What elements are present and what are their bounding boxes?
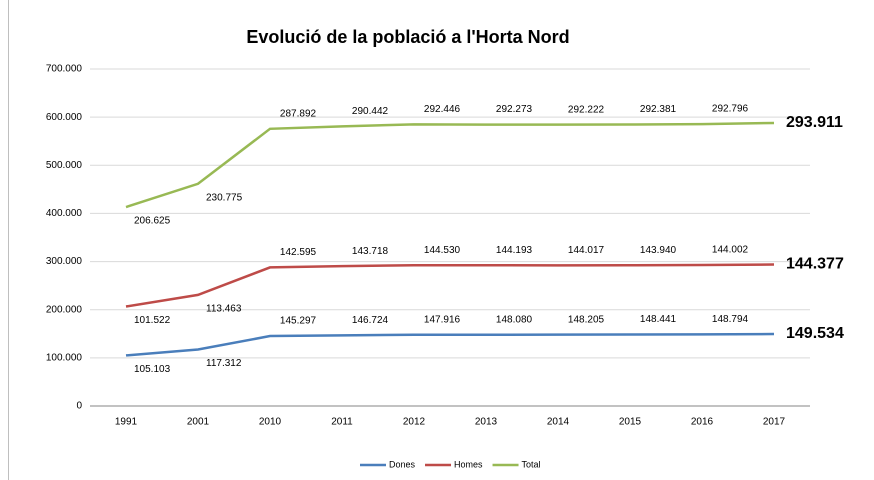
data-label: 144.002: [712, 245, 749, 256]
data-label: 113.463: [206, 304, 242, 315]
x-tick-label: 2001: [187, 417, 210, 428]
data-label-emphasis: 293.911: [786, 114, 843, 131]
data-label: 292.796: [712, 104, 749, 115]
data-label: 145.297: [280, 316, 317, 327]
data-label: 206.625: [134, 216, 171, 227]
y-tick-label: 100.000: [46, 352, 83, 363]
legend-label: Total: [522, 459, 541, 469]
x-tick-label: 2014: [547, 417, 570, 428]
y-tick-label: 200.000: [46, 304, 83, 315]
data-label: 105.103: [134, 364, 171, 375]
x-tick-label: 2010: [259, 417, 282, 428]
chart-title: Evolució de la població a l'Horta Nord: [246, 27, 569, 47]
x-tick-label: 2016: [691, 417, 714, 428]
data-label: 292.222: [568, 104, 605, 115]
line-series: [125, 121, 775, 209]
data-label: 287.892: [280, 108, 317, 119]
y-tick-label: 300.000: [46, 256, 83, 267]
line-series: [125, 263, 775, 308]
x-tick-label: 2011: [331, 417, 353, 428]
x-tick-label: 1991: [115, 417, 138, 428]
data-label: 292.381: [640, 104, 677, 115]
data-label: 144.193: [496, 245, 533, 256]
line-series: [125, 332, 775, 357]
y-tick-label: 500.000: [46, 160, 83, 171]
data-label: 143.718: [352, 246, 389, 257]
legend-label: Homes: [454, 459, 483, 469]
y-tick-label: 0: [76, 401, 82, 412]
data-label: 292.273: [496, 104, 533, 115]
legend-label: Dones: [389, 459, 416, 469]
data-label: 144.530: [424, 245, 461, 256]
data-label: 117.312: [206, 358, 242, 369]
data-label: 230.775: [206, 192, 243, 203]
data-label-emphasis: 149.534: [786, 325, 844, 342]
data-label: 101.522: [134, 315, 171, 326]
data-label: 290.442: [352, 106, 389, 117]
data-label: 292.446: [424, 104, 461, 115]
data-label: 148.441: [640, 314, 677, 325]
y-tick-label: 400.000: [46, 208, 83, 219]
y-tick-label: 600.000: [46, 112, 83, 123]
data-label: 146.724: [352, 315, 389, 326]
x-tick-label: 2017: [763, 417, 786, 428]
x-tick-label: 2013: [475, 417, 498, 428]
data-label-emphasis: 144.377: [786, 256, 844, 273]
data-label: 148.080: [496, 314, 533, 325]
data-label: 142.595: [280, 247, 317, 258]
x-tick-label: 2015: [619, 417, 642, 428]
data-label: 148.794: [712, 314, 749, 325]
data-label: 143.940: [640, 245, 677, 256]
x-tick-label: 2012: [403, 417, 426, 428]
data-label: 148.205: [568, 314, 605, 325]
y-tick-label: 700.000: [46, 64, 83, 75]
data-label: 147.916: [424, 314, 461, 325]
data-label: 144.017: [568, 245, 605, 256]
